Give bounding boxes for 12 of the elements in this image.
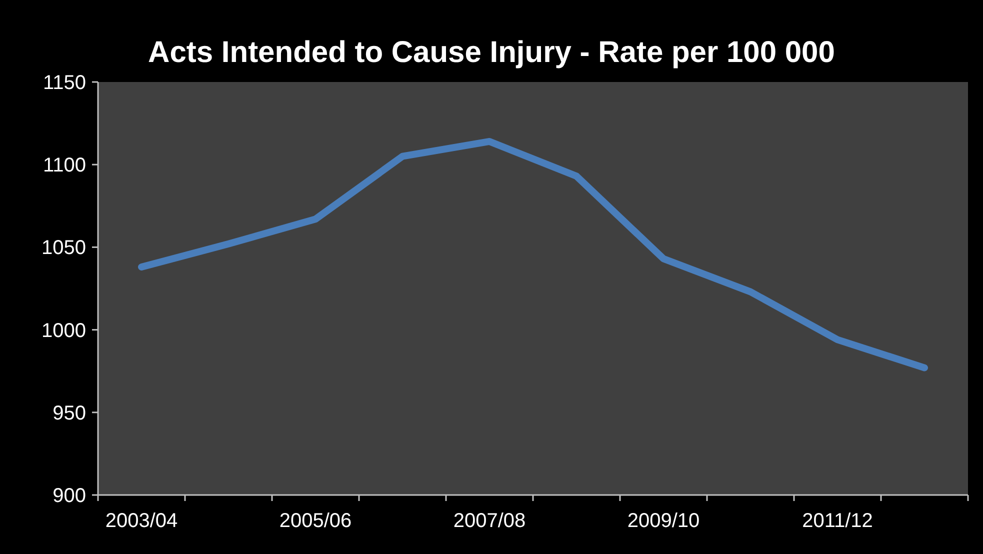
x-tick-label: 2011/12 — [802, 510, 873, 532]
y-tick-label: 900 — [52, 485, 86, 507]
y-tick-label: 950 — [52, 402, 86, 424]
y-tick-label: 1050 — [42, 237, 86, 260]
x-tick-label: 2003/04 — [105, 510, 178, 532]
chart-title: Acts Intended to Cause Injury - Rate per 100 000 — [148, 36, 835, 69]
x-tick-label: 2009/10 — [627, 510, 700, 532]
x-tick-label: 2007/08 — [453, 510, 526, 532]
y-tick-label: 1100 — [42, 154, 86, 177]
x-tick-label: 2005/06 — [279, 510, 352, 532]
y-tick-label: 1150 — [42, 72, 86, 94]
y-tick-label: 1000 — [42, 320, 86, 342]
